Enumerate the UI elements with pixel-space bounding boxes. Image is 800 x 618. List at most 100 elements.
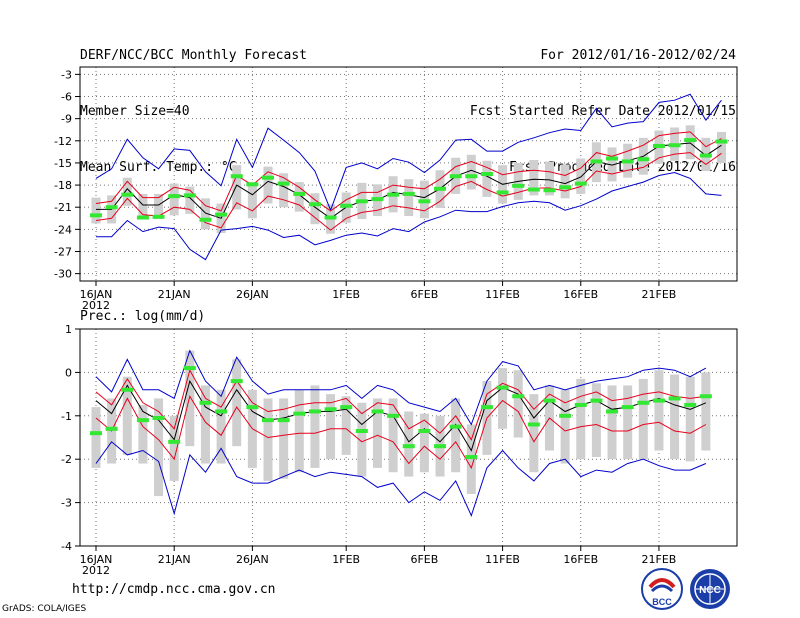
prec-box-35 <box>638 378 648 460</box>
prec-observed-0 <box>90 431 102 436</box>
forecast-period: For 2012/01/16-2012/02/24 <box>540 48 736 63</box>
prec-frame <box>79 328 738 547</box>
prec-min-line <box>95 441 707 517</box>
prec-observed-7 <box>199 400 212 405</box>
prec-observed-31 <box>574 402 587 407</box>
prec-box-0 <box>91 407 101 468</box>
prec-observed-21 <box>418 428 431 433</box>
prec-observed-5 <box>168 439 181 444</box>
temp-xtick-label: 21FEB <box>642 288 677 301</box>
prec-observed-37 <box>668 396 681 401</box>
temp-observed-35 <box>637 157 650 162</box>
temp-observed-40 <box>715 139 728 144</box>
prec-box-20 <box>404 411 414 477</box>
temp-xtick-sublabel: 2012 <box>82 299 110 312</box>
temp-box-13 <box>294 182 304 212</box>
temp-box-12 <box>279 173 289 208</box>
prec-xtick-label: 21FEB <box>642 553 677 566</box>
prec-ytick-label: 0 <box>65 366 72 379</box>
prec-box-9 <box>232 359 242 447</box>
prec-observed-6 <box>183 366 196 371</box>
prec-observed-36 <box>652 398 665 403</box>
temp-observed-5 <box>168 194 181 199</box>
prec-box-30 <box>560 389 570 464</box>
prec-box-5 <box>169 415 179 481</box>
prec-box-14 <box>310 385 320 468</box>
ncc-logo-text: NCC <box>699 585 721 596</box>
prec-box-13 <box>294 389 304 473</box>
member-size: Member Size=40 <box>80 104 190 119</box>
prec-max-line <box>95 349 707 426</box>
temp-xtick-label: 16FEB <box>563 288 598 301</box>
prec-observed-34 <box>621 405 634 410</box>
prec-box-24 <box>466 424 476 494</box>
temp-observed-28 <box>527 187 540 192</box>
temp-ytick-label: -9 <box>61 113 72 126</box>
prec-box-19 <box>388 398 398 473</box>
prec-xtick-label: 6FEB <box>410 553 438 566</box>
prec-observed-18 <box>371 409 384 414</box>
temp-observed-7 <box>199 217 212 222</box>
ncc-logo: NCC <box>690 569 730 609</box>
temp-observed-29 <box>543 188 556 193</box>
temp-xtick-label: 11FEB <box>485 288 520 301</box>
prec-observed-9 <box>230 379 243 384</box>
prec-observed-33 <box>606 409 619 414</box>
temp-observed-24 <box>465 174 478 179</box>
temp-xtick-label: 16JAN <box>80 288 113 301</box>
temp-observed-21 <box>418 199 431 204</box>
prec-ytick-label: -4 <box>61 540 72 553</box>
prec-observed-10 <box>246 405 259 410</box>
prec-observed-32 <box>590 398 603 403</box>
prec-box-12 <box>279 398 289 479</box>
temp-box-4 <box>154 193 164 220</box>
prec-xtick-label: 26JAN <box>236 553 269 566</box>
temp-box-3 <box>138 193 148 219</box>
prec-observed-15 <box>324 407 337 412</box>
prec-box-3 <box>138 404 148 464</box>
prec-xtick-sublabel: 2012 <box>82 564 110 577</box>
temp-box-7 <box>200 198 210 230</box>
temp-observed-20 <box>402 191 415 196</box>
temp-observed-0 <box>90 213 102 218</box>
temp-observed-3 <box>136 215 149 220</box>
prec-box-11 <box>263 398 273 481</box>
prec-box-17 <box>357 402 367 477</box>
temp-observed-38 <box>684 138 697 143</box>
temp-observed-6 <box>183 193 196 198</box>
prec-box-18 <box>372 398 382 468</box>
temp-observed-12 <box>277 181 290 186</box>
prec-box-4 <box>154 398 164 497</box>
temp-box-30 <box>560 164 570 199</box>
source-url[interactable]: http://cmdp.ncc.cma.gov.cn <box>72 582 276 597</box>
prec-xtick-label: 1FEB <box>332 553 360 566</box>
prec-observed-8 <box>215 409 228 414</box>
temp-box-0 <box>91 197 101 224</box>
prec-ytick-label: 1 <box>65 323 72 336</box>
temp-box-2 <box>122 177 132 206</box>
temp-box-10 <box>247 182 257 219</box>
chart-title: DERF/NCC/BCC Monthly Forecast <box>80 48 307 63</box>
prec-observed-30 <box>559 413 572 418</box>
temp-box-11 <box>263 166 273 204</box>
prec-ytick-label: -1 <box>61 410 72 423</box>
temp-ytick-label: -24 <box>54 223 72 236</box>
prec-box-21 <box>419 413 429 473</box>
temp-observed-36 <box>652 143 665 148</box>
prec-box-34 <box>623 385 633 460</box>
prec-box-8 <box>216 389 226 464</box>
temp-observed-26 <box>496 190 509 195</box>
prec-observed-3 <box>136 418 149 423</box>
prec-box-6 <box>185 350 195 447</box>
temp-ytick-label: -3 <box>61 68 72 81</box>
temp-observed-30 <box>559 185 572 190</box>
temp-box-25 <box>482 160 492 197</box>
prec-box-2 <box>122 376 132 455</box>
prec-observed-4 <box>152 415 165 420</box>
temp-box-38 <box>685 125 695 160</box>
prec-box-39 <box>701 372 711 451</box>
temp-observed-37 <box>668 143 681 148</box>
prec-observed-26 <box>496 385 509 390</box>
temp-observed-32 <box>590 159 603 164</box>
temp-frame <box>79 66 738 282</box>
